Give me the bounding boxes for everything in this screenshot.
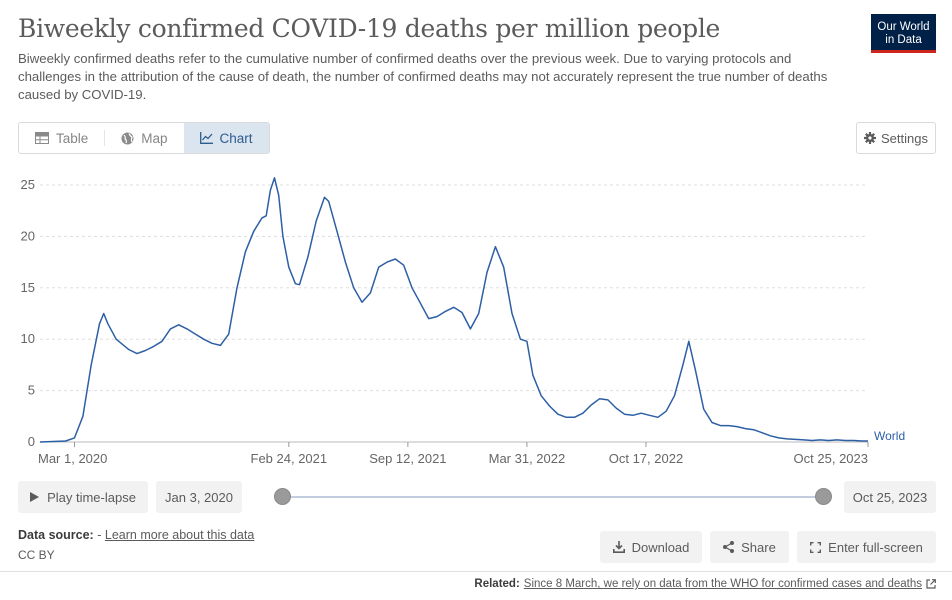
series-label-world[interactable]: World	[874, 429, 905, 443]
y-tick-label: 0	[28, 434, 35, 449]
x-tick-label: Mar 1, 2020	[38, 451, 107, 466]
download-label: Download	[631, 539, 690, 555]
external-link-icon	[926, 579, 936, 589]
learn-more-link[interactable]: Learn more about this data	[104, 528, 255, 542]
owid-logo[interactable]: Our World in Data	[871, 14, 936, 53]
x-tick-label: Sep 12, 2021	[369, 451, 446, 466]
fullscreen-button[interactable]: Enter full-screen	[797, 531, 936, 563]
y-tick-label: 5	[28, 383, 35, 398]
related-note: Related: Since 8 March, we rely on data …	[474, 578, 936, 590]
x-tick-label: Mar 31, 2022	[489, 451, 566, 466]
globe-icon	[121, 132, 134, 144]
logo-line-2: in Data	[885, 33, 922, 46]
share-label: Share	[741, 539, 776, 555]
tab-chart[interactable]: Chart	[183, 123, 269, 153]
related-link[interactable]: Since 8 March, we rely on data from the …	[523, 578, 922, 590]
play-timelapse-button[interactable]: Play time-lapse	[18, 481, 148, 513]
tab-map[interactable]: Map	[105, 123, 183, 153]
timeline-track[interactable]	[282, 496, 824, 498]
x-tick-label: Oct 17, 2022	[609, 451, 683, 466]
y-tick-label: 10	[21, 331, 35, 346]
license-text: CC BY	[18, 548, 55, 562]
tab-table-label: Table	[56, 130, 89, 146]
table-icon	[35, 132, 49, 144]
related-label: Related:	[474, 578, 520, 590]
expand-icon	[810, 541, 822, 553]
download-button[interactable]: Download	[600, 531, 702, 563]
play-icon	[30, 492, 40, 502]
share-icon	[723, 541, 735, 553]
y-tick-label: 20	[21, 228, 35, 243]
line-chart: 0 5 10 15 20 25 Mar 1, 2020 Feb 24, 2021 Sep 12,…	[21, 177, 906, 466]
source-value: -	[97, 528, 102, 542]
start-date-box[interactable]: Jan 3, 2020	[156, 481, 242, 513]
tab-chart-label: Chart	[219, 130, 253, 146]
timeline-start-handle[interactable]	[274, 488, 291, 505]
chart-title: Biweekly confirmed COVID-19 deaths per m…	[18, 14, 721, 43]
play-label: Play time-lapse	[47, 489, 136, 505]
end-date-box[interactable]: Oct 25, 2023	[844, 481, 936, 513]
download-icon	[612, 541, 625, 553]
settings-label: Settings	[881, 130, 928, 146]
y-tick-label: 15	[21, 280, 35, 295]
gear-icon	[864, 132, 876, 144]
y-tick-label: 25	[21, 177, 35, 192]
settings-button[interactable]: Settings	[856, 122, 936, 154]
view-tabs: Table Map Chart	[18, 122, 270, 154]
x-tick-label: Oct 25, 2023	[794, 451, 868, 466]
x-tick-label: Feb 24, 2021	[251, 451, 328, 466]
timeline-end-handle[interactable]	[815, 488, 832, 505]
tab-map-label: Map	[141, 130, 168, 146]
series-line-world[interactable]	[39, 177, 868, 443]
tab-divider	[104, 130, 106, 146]
line-chart-icon	[199, 132, 213, 144]
logo-line-1: Our World	[877, 21, 930, 33]
data-source: Data source: - Learn more about this dat…	[18, 528, 254, 542]
fullscreen-label: Enter full-screen	[828, 539, 923, 555]
footer-bar	[0, 571, 952, 600]
share-button[interactable]: Share	[710, 531, 789, 563]
source-label: Data source:	[18, 528, 94, 542]
tab-table[interactable]: Table	[19, 123, 104, 153]
chart-subtitle: Biweekly confirmed deaths refer to the c…	[18, 51, 828, 102]
